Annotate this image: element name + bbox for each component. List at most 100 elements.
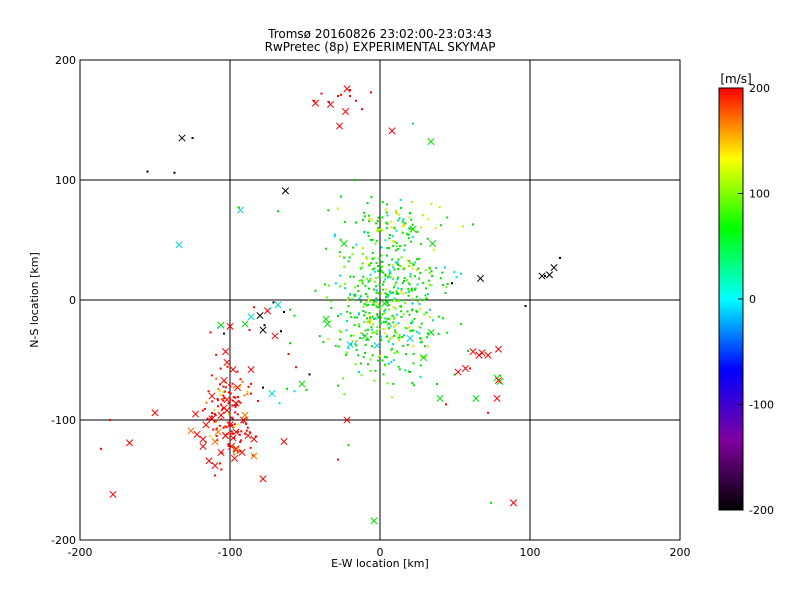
data-point	[394, 323, 397, 326]
data-point	[380, 260, 383, 263]
data-point	[420, 339, 423, 342]
colorbar-tick-label: -100	[749, 399, 774, 412]
data-point	[231, 404, 234, 407]
data-point-dot	[472, 223, 474, 226]
data-point	[224, 386, 227, 389]
data-point	[408, 289, 411, 292]
data-point	[389, 325, 392, 328]
data-point	[397, 287, 400, 290]
data-point-x	[229, 434, 237, 442]
data-point	[387, 317, 390, 320]
colorbar-label: [m/s]	[720, 72, 751, 86]
data-point	[358, 297, 361, 300]
data-point	[392, 240, 395, 243]
data-point	[372, 303, 375, 306]
data-point	[343, 282, 346, 285]
data-point	[380, 246, 383, 249]
data-point	[371, 323, 374, 326]
data-point-x	[217, 448, 225, 456]
data-point	[384, 308, 387, 311]
data-point	[406, 259, 409, 262]
data-point	[387, 340, 390, 343]
data-point-dot	[289, 342, 291, 345]
data-point	[216, 397, 219, 400]
data-point	[250, 382, 253, 385]
data-point-x	[298, 380, 306, 388]
data-point	[216, 405, 219, 408]
data-point-dot	[469, 367, 471, 370]
data-point	[421, 214, 424, 217]
x-tick-label: -200	[68, 546, 93, 559]
data-point	[367, 287, 370, 290]
data-point-x	[221, 432, 230, 440]
data-point	[334, 282, 337, 285]
data-point	[358, 312, 361, 315]
data-point	[440, 224, 443, 227]
data-point	[384, 332, 387, 335]
data-point-x	[239, 416, 248, 424]
data-point	[420, 341, 423, 344]
data-point	[382, 283, 385, 286]
data-point-x	[109, 490, 117, 498]
data-point	[381, 265, 384, 268]
data-point	[359, 331, 362, 334]
data-point	[216, 439, 219, 442]
data-point	[373, 317, 376, 320]
data-point	[233, 436, 236, 439]
data-point	[371, 315, 374, 318]
data-point	[201, 409, 204, 412]
data-point-x	[484, 351, 492, 359]
data-point	[343, 221, 346, 224]
data-point	[375, 285, 378, 288]
data-point	[234, 396, 237, 399]
data-point	[401, 220, 404, 223]
data-point	[207, 390, 210, 393]
data-point	[338, 251, 341, 254]
data-point	[404, 291, 407, 294]
data-point	[394, 329, 397, 332]
data-point	[412, 345, 415, 348]
data-point	[365, 292, 368, 295]
data-point-x	[226, 322, 234, 330]
data-point	[353, 295, 356, 298]
data-point-dot	[295, 366, 297, 369]
data-point	[380, 269, 383, 272]
colorbar-tick-label: 100	[749, 188, 770, 201]
data-point	[378, 328, 381, 331]
data-point	[403, 224, 406, 227]
data-point	[388, 290, 391, 293]
data-point-dot	[347, 444, 350, 447]
data-point	[399, 206, 402, 209]
data-point	[375, 262, 378, 265]
colorbar: [m/s] 200 100 0 -100 -200	[718, 72, 774, 517]
data-point	[218, 424, 221, 427]
data-point	[367, 328, 370, 331]
data-point	[367, 303, 370, 306]
data-point	[411, 235, 414, 238]
data-point	[363, 303, 366, 306]
x-tick-label: 200	[670, 546, 691, 559]
data-point	[237, 423, 240, 426]
data-point	[428, 308, 431, 311]
data-point	[402, 292, 405, 295]
data-point	[375, 239, 378, 242]
data-point	[397, 267, 400, 270]
data-point	[407, 237, 410, 240]
data-point	[349, 312, 352, 315]
data-point	[337, 345, 340, 348]
data-point	[373, 331, 376, 334]
data-point	[362, 275, 365, 278]
data-point	[340, 195, 343, 198]
data-point	[416, 310, 419, 313]
data-point	[398, 245, 401, 248]
data-point	[222, 399, 225, 402]
data-point	[230, 416, 233, 419]
data-point-x	[538, 272, 546, 280]
data-point-x	[419, 354, 428, 362]
data-point-dot	[283, 311, 285, 313]
data-point	[365, 301, 368, 304]
data-point-dot	[278, 402, 281, 405]
data-point-x	[454, 368, 462, 376]
data-point	[387, 293, 390, 296]
